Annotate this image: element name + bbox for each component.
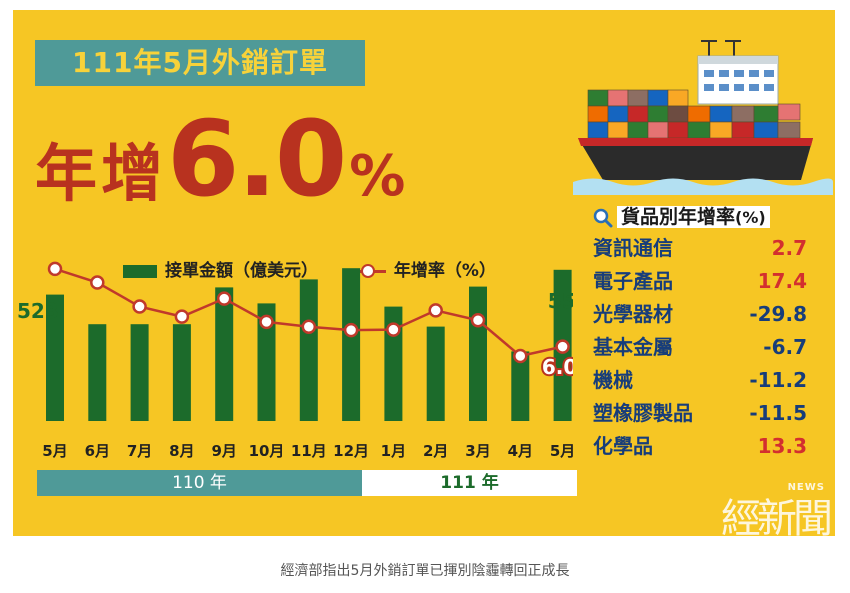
x-tick-11: 3月 [465, 442, 490, 460]
bar-2 [88, 324, 107, 421]
category-value: -29.8 [749, 302, 807, 326]
category-value: 2.7 [771, 236, 807, 260]
data-label-last-bar: 554 [548, 289, 573, 313]
category-name: 光學器材 [593, 302, 673, 326]
category-name: 基本金屬 [593, 335, 673, 359]
x-tick-7: 11月 [291, 442, 327, 460]
logo-text: 經新聞 [721, 496, 833, 536]
bar-11 [469, 286, 487, 421]
cargo-ship-icon [573, 40, 833, 195]
bar-10 [426, 326, 445, 421]
headline-value: 6.0 [167, 98, 347, 220]
x-tick-8: 12月 [333, 442, 369, 460]
rate-point-11 [470, 312, 486, 328]
page-title: 111年5月外銷訂單 [35, 40, 365, 86]
x-tick-2: 6月 [85, 442, 110, 460]
bar-7 [299, 279, 318, 421]
rate-point-5 [216, 291, 232, 306]
year-group-110: 110 年 [37, 470, 362, 496]
legend-line-swatch [349, 264, 386, 278]
rate-point-12 [513, 348, 528, 364]
bar-3 [130, 324, 149, 421]
rate-point-6 [259, 314, 274, 330]
rate-point-4 [174, 309, 190, 324]
category-name: 資訊通信 [593, 236, 673, 260]
category-value: -6.7 [763, 335, 807, 359]
panel-title-text: 貨品別年增率 [621, 206, 736, 228]
category-value: 13.3 [757, 434, 807, 458]
category-growth-list: 資訊通信 2.7 電子產品 17.4 光學器材 -29.8 基本金屬 -6.7 機械 -11.2 塑… [583, 232, 823, 463]
legend-bar-label: 接單金額（億美元） [165, 261, 318, 281]
chart-legend: 接單金額（億美元） 年增率（%） [123, 256, 496, 281]
x-tick-5: 9月 [211, 442, 236, 460]
x-tick-3: 7月 [127, 442, 152, 460]
bar-4 [172, 324, 191, 421]
category-name: 化學品 [593, 434, 653, 458]
category-value: 17.4 [757, 269, 807, 293]
category-name: 塑橡膠製品 [593, 401, 693, 425]
image-caption: 經濟部指出5月外銷訂單已揮別陰霾轉回正成長 [280, 563, 570, 579]
bar-12 [511, 351, 530, 421]
category-row: 塑橡膠製品 -11.5 [583, 397, 823, 430]
panel-title: 貨品別年增率(%) [593, 202, 770, 229]
x-tick-13: 5月 [550, 442, 573, 460]
bar-6 [257, 303, 276, 421]
category-name: 機械 [593, 368, 633, 392]
category-name: 電子產品 [593, 269, 673, 293]
category-row: 機械 -11.2 [583, 364, 823, 397]
legend-line-label: 年增率（%） [393, 261, 496, 281]
headline-prefix: 年增 [35, 137, 168, 210]
chart-area: 5月 6月 7月 8月 9月 10月 11月 12月 1月 2月 3月 4月 5月 523 554 6.0 [17, 261, 573, 460]
category-row: 資訊通信 2.7 [583, 232, 823, 265]
x-tick-4: 8月 [169, 442, 194, 460]
year-group-111: 111 年 [362, 470, 577, 496]
search-icon [593, 208, 613, 227]
bar-5 [215, 287, 234, 421]
data-label-last-rate: 6.0 [542, 355, 573, 379]
rate-point-13 [555, 339, 570, 354]
category-row: 化學品 13.3 [583, 430, 823, 463]
rate-point-2 [90, 275, 105, 290]
rate-point-1 [47, 261, 63, 277]
headline: 年增6.0% [35, 98, 406, 220]
rate-point-7 [301, 319, 317, 334]
x-tick-9: 1月 [381, 442, 406, 460]
rate-point-10 [428, 303, 443, 318]
x-tick-1: 5月 [42, 442, 67, 460]
category-row: 基本金屬 -6.7 [583, 331, 823, 364]
data-label-first-bar: 523 [17, 299, 59, 323]
category-value: -11.2 [749, 368, 807, 392]
legend-bar-swatch [123, 264, 157, 278]
logo-news: NEWS [787, 482, 825, 493]
category-value: -11.5 [749, 401, 807, 425]
news-logo: 經新聞 NEWS [721, 480, 833, 536]
x-tick-6: 10月 [249, 442, 285, 460]
x-tick-12: 4月 [508, 442, 533, 460]
category-row: 電子產品 17.4 [583, 265, 823, 298]
bar-8 [342, 268, 361, 421]
x-tick-10: 2月 [423, 442, 448, 460]
rate-point-9 [386, 322, 401, 337]
panel-title-unit: (%) [735, 208, 766, 227]
rate-point-3 [132, 299, 147, 314]
bar-1 [46, 294, 64, 421]
infographic-card: 111年5月外銷訂單 年增6.0% 接單金額（億美元） 年增率（%） 5月 6月 7… [13, 10, 835, 536]
category-row: 光學器材 -29.8 [583, 298, 823, 331]
rate-point-8 [343, 322, 359, 338]
headline-unit: % [349, 144, 406, 209]
year-groups: 110 年 111 年 [37, 470, 577, 496]
